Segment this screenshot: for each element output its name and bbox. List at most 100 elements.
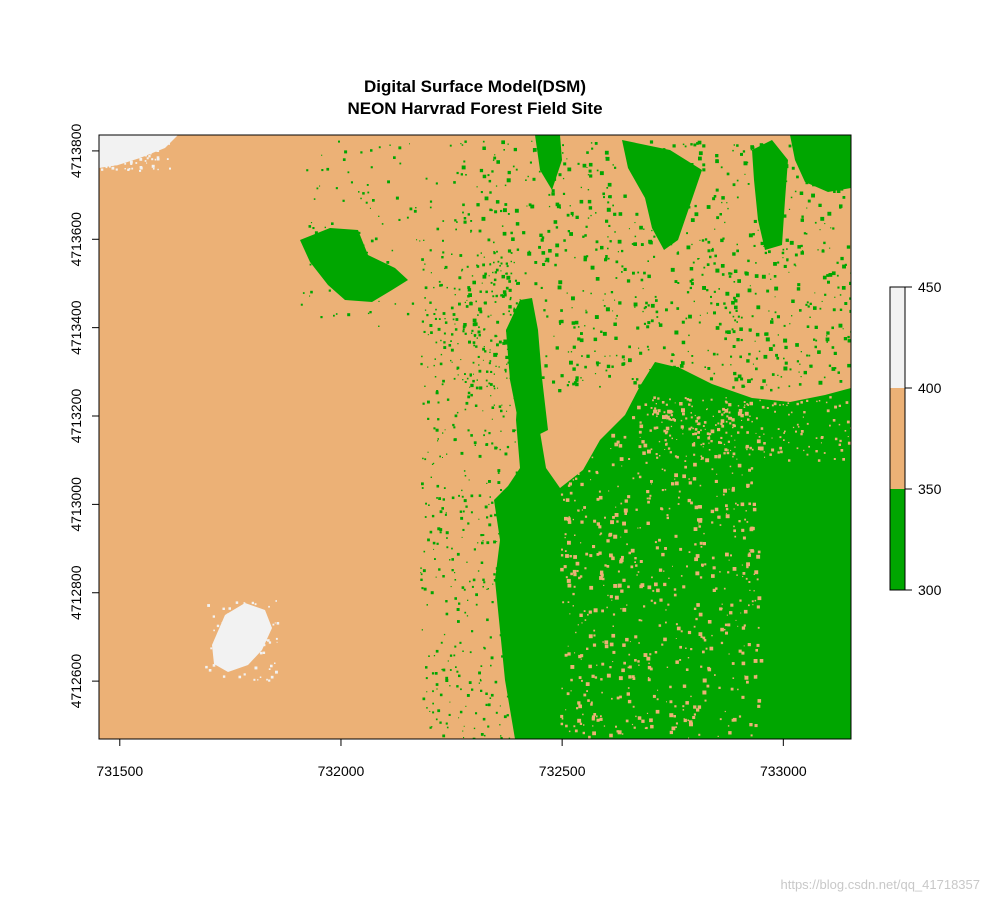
raster-speckle (798, 371, 800, 373)
raster-speckle (433, 364, 435, 367)
raster-speckle (399, 162, 402, 165)
raster-speckle (849, 281, 851, 285)
raster-speckle (763, 442, 766, 445)
raster-speckle (596, 553, 600, 556)
raster-speckle (569, 613, 571, 615)
raster-speckle (694, 478, 696, 480)
raster-speckle (831, 326, 834, 330)
raster-speckle (614, 231, 616, 233)
raster-speckle (619, 457, 624, 461)
raster-speckle (132, 154, 134, 156)
raster-speckle (702, 163, 706, 167)
raster-speckle (821, 249, 825, 252)
raster-speckle (213, 629, 215, 632)
raster-speckle (669, 451, 672, 454)
raster-speckle (548, 249, 552, 253)
raster-speckle (610, 291, 614, 294)
raster-speckle (832, 419, 836, 422)
raster-speckle (756, 605, 760, 609)
raster-speckle (482, 347, 485, 351)
raster-speckle (496, 541, 498, 543)
raster-speckle (462, 650, 464, 652)
raster-speckle (683, 210, 687, 214)
raster-speckle (600, 532, 603, 535)
raster-speckle (473, 727, 476, 730)
raster-speckle (588, 206, 593, 210)
raster-speckle (745, 577, 748, 580)
raster-speckle (796, 447, 799, 450)
raster-speckle (599, 717, 603, 721)
raster-speckle (473, 344, 475, 347)
raster-speckle (602, 641, 604, 643)
raster-speckle (513, 308, 517, 313)
legend-swatch (890, 489, 905, 590)
raster-speckle (595, 212, 597, 214)
raster-speckle (109, 141, 112, 143)
raster-speckle (651, 576, 653, 579)
raster-speckle (663, 570, 665, 572)
raster-speckle (676, 252, 680, 255)
raster-speckle (728, 272, 731, 275)
raster-speckle (300, 303, 303, 306)
raster-speckle (622, 643, 626, 647)
raster-speckle (739, 327, 743, 331)
raster-speckle (801, 218, 804, 220)
raster-speckle (454, 328, 458, 331)
raster-speckle (580, 186, 582, 189)
raster-speckle (749, 330, 751, 332)
raster-speckle (800, 430, 804, 433)
raster-speckle (736, 249, 739, 253)
raster-speckle (613, 584, 618, 588)
raster-speckle (482, 586, 484, 588)
raster-speckle (514, 352, 516, 354)
raster-speckle (564, 516, 568, 521)
raster-speckle (332, 272, 335, 274)
raster-speckle (614, 166, 617, 169)
raster-speckle (770, 320, 774, 324)
raster-speckle (650, 599, 653, 602)
raster-speckle (774, 296, 776, 298)
raster-speckle (784, 345, 788, 350)
raster-speckle (706, 205, 711, 209)
raster-speckle (702, 425, 705, 427)
raster-speckle (350, 181, 353, 184)
raster-speckle (425, 177, 428, 180)
raster-speckle (243, 673, 246, 676)
raster-speckle (766, 384, 768, 386)
raster-speckle (749, 446, 752, 450)
raster-speckle (674, 481, 679, 486)
raster-speckle (509, 296, 512, 299)
raster-speckle (476, 337, 478, 339)
raster-speckle (697, 518, 701, 522)
raster-speckle (473, 548, 476, 551)
raster-speckle (724, 306, 728, 310)
raster-speckle (797, 283, 801, 287)
raster-speckle (748, 502, 751, 506)
raster-speckle (462, 379, 464, 381)
raster-speckle (423, 239, 425, 241)
raster-speckle (505, 355, 509, 359)
raster-speckle (493, 579, 497, 582)
raster-speckle (452, 313, 456, 316)
raster-speckle (573, 725, 576, 728)
raster-speckle (840, 449, 844, 452)
raster-speckle (769, 453, 772, 456)
raster-speckle (685, 668, 689, 671)
raster-speckle (495, 200, 500, 204)
raster-speckle (456, 171, 459, 175)
raster-speckle (559, 323, 561, 325)
raster-speckle (725, 330, 729, 334)
raster-speckle (714, 479, 718, 483)
raster-speckle (726, 415, 729, 418)
raster-speckle (587, 440, 592, 445)
raster-speckle (647, 175, 650, 179)
raster-speckle (600, 570, 604, 574)
raster-speckle (560, 567, 564, 572)
raster-speckle (652, 413, 654, 416)
raster-speckle (776, 356, 780, 360)
raster-speckle (621, 465, 623, 467)
raster-speckle (617, 239, 622, 244)
raster-speckle (513, 552, 515, 554)
raster-speckle (660, 196, 663, 199)
raster-speckle (369, 311, 372, 314)
